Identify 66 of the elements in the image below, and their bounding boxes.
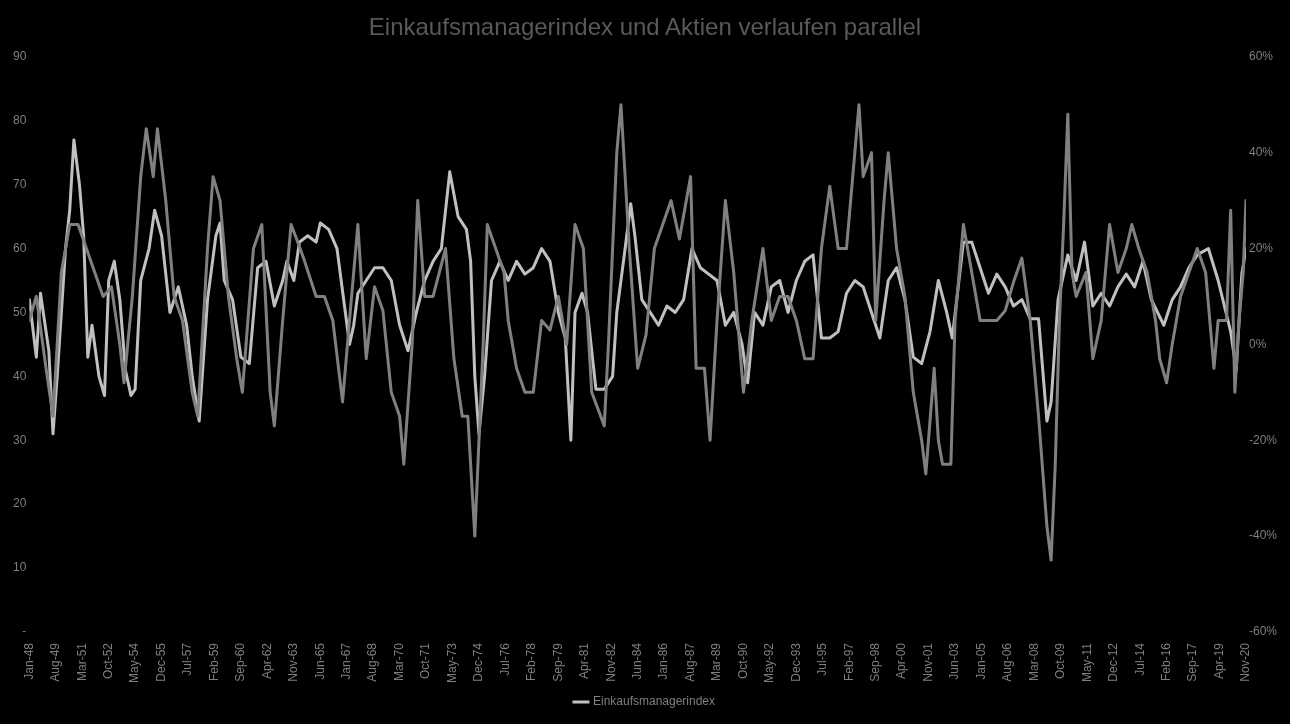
y-tick-label: 70 <box>12 176 27 191</box>
y-tick-label: - <box>22 624 27 639</box>
x-tick-label: May-73 <box>444 642 459 683</box>
x-tick-label: Feb-97 <box>841 642 856 682</box>
x-tick-label: Dec-93 <box>788 642 803 682</box>
x-tick-label: Mar-51 <box>74 642 89 681</box>
x-tick-label: Jan-67 <box>339 642 354 680</box>
x-tick-label: Jan-48 <box>21 642 36 680</box>
x-tick-label: Jun-84 <box>629 642 644 680</box>
y-tick-label: 20 <box>12 496 27 511</box>
x-tick-label: Oct-09 <box>1053 642 1068 679</box>
x-tick-label: Sep-98 <box>868 642 883 682</box>
x-tick-label: Nov-82 <box>603 642 618 682</box>
x-tick-label: Jan-05 <box>973 642 988 680</box>
x-tick-label: Aug-68 <box>365 642 380 682</box>
x-tick-label: Aug-49 <box>48 642 63 682</box>
x-tick-label: Feb-78 <box>524 642 539 682</box>
x-tick-label: May-11 <box>1079 642 1094 683</box>
y-tick-label: 90 <box>12 49 27 64</box>
y2-tick-label: 0% <box>1248 336 1267 351</box>
x-tick-label: Feb-16 <box>1158 642 1173 682</box>
x-tick-label: May-54 <box>127 642 142 683</box>
x-tick-label: Nov-01 <box>920 642 935 682</box>
x-tick-label: Sep-17 <box>1185 642 1200 682</box>
x-tick-label: Jul-14 <box>1132 642 1147 676</box>
y2-tick-label: -60% <box>1248 624 1278 639</box>
x-tick-label: Oct-52 <box>101 642 116 679</box>
y-tick-label: 30 <box>12 432 27 447</box>
x-tick-label: Apr-62 <box>259 642 274 680</box>
x-tick-label: Dec-55 <box>153 642 168 682</box>
x-tick-label: May-92 <box>762 642 777 683</box>
x-tick-label: Apr-81 <box>577 642 592 680</box>
x-tick-label: Jul-95 <box>815 642 830 676</box>
x-tick-label: Feb-59 <box>206 642 221 682</box>
x-tick-label: Oct-71 <box>418 642 433 679</box>
x-tick-label: Nov-63 <box>286 642 301 682</box>
y-tick-label: 40 <box>12 368 27 383</box>
chart-title: Einkaufsmanagerindex und Aktien verlaufen parallel <box>368 13 922 41</box>
y2-tick-label: 20% <box>1248 240 1274 255</box>
x-tick-label: Oct-90 <box>735 642 750 679</box>
y-tick-label: 10 <box>12 560 27 575</box>
x-tick-label: Dec-12 <box>1106 642 1121 682</box>
x-tick-label: Dec-74 <box>471 642 486 682</box>
y2-tick-label: 60% <box>1248 49 1274 64</box>
y2-tick-label: -20% <box>1248 432 1278 447</box>
x-tick-label: Mar-08 <box>1026 642 1041 681</box>
y-tick-label: 80 <box>12 113 27 128</box>
y-tick-label: 50 <box>12 304 27 319</box>
x-tick-label: Jun-03 <box>947 642 962 680</box>
y2-tick-label: -40% <box>1248 528 1278 543</box>
x-tick-label: Sep-79 <box>550 642 565 682</box>
x-tick-label: Jul-76 <box>497 642 512 676</box>
x-tick-label: Mar-70 <box>391 642 406 681</box>
x-tick-label: Aug-87 <box>682 642 697 682</box>
x-tick-label: Sep-60 <box>233 642 248 682</box>
x-tick-label: Aug-06 <box>1000 642 1015 682</box>
y2-tick-label: 40% <box>1248 144 1274 159</box>
legend-label: Einkaufsmanagerindex <box>592 694 716 709</box>
x-tick-label: Apr-00 <box>894 642 909 680</box>
x-tick-label: Jan-86 <box>656 642 671 680</box>
y-tick-label: 60 <box>12 240 27 255</box>
x-tick-label: Apr-19 <box>1211 642 1226 680</box>
x-tick-label: Mar-89 <box>709 642 724 681</box>
x-tick-label: Jul-57 <box>180 642 195 676</box>
x-tick-label: Jun-65 <box>312 642 327 680</box>
x-tick-label: Nov-20 <box>1238 642 1253 682</box>
